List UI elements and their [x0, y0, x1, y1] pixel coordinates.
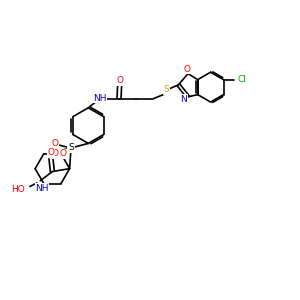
Text: S: S	[164, 85, 169, 94]
Text: NH: NH	[93, 94, 106, 103]
Text: O: O	[51, 149, 58, 158]
Text: O: O	[116, 76, 123, 85]
Text: O: O	[60, 149, 67, 158]
Text: HO: HO	[11, 185, 25, 194]
Text: O: O	[183, 64, 190, 74]
Text: N: N	[180, 95, 187, 104]
Text: O: O	[47, 148, 54, 158]
Text: Cl: Cl	[237, 75, 246, 84]
Text: O: O	[51, 139, 58, 148]
Text: S: S	[68, 143, 74, 152]
Text: NH: NH	[35, 184, 49, 193]
